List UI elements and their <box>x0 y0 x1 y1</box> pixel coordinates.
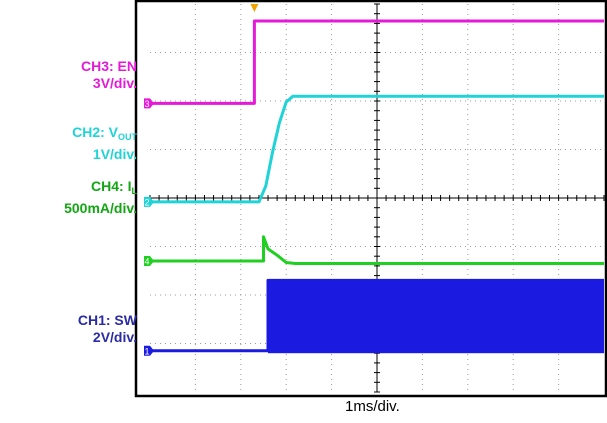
ch4-label-main: CH4: I <box>91 178 132 194</box>
plot-border <box>134 0 607 398</box>
ch2-label-subscript: OUT <box>118 132 137 142</box>
ch2-trace <box>150 94 604 204</box>
ch3-trace <box>150 19 604 105</box>
ch1-marker-number: 1 <box>144 346 149 356</box>
ch4-trace <box>150 235 604 265</box>
ch1-trace <box>150 278 604 353</box>
ch1-label: CH1: SW 2V/div. <box>78 312 137 346</box>
ch3-label-line2: 3V/div. <box>92 75 137 91</box>
ch4-marker-number: 4 <box>144 257 149 267</box>
ch3-marker <box>144 98 154 109</box>
ch2-label: CH2: VOUT 1V/div. <box>72 124 137 163</box>
ch1-label-line1: CH1: SW <box>77 312 137 328</box>
ch4-label-subscript: L <box>131 186 138 196</box>
ch2-label-main: CH2: V <box>72 124 118 140</box>
ch3-label: CH3: EN 3V/div. <box>81 58 137 92</box>
grid <box>149 3 605 393</box>
ch3-label-line1: CH3: EN <box>80 58 137 74</box>
ch1-marker <box>144 345 154 356</box>
ch1-label-line2: 2V/div. <box>92 329 137 345</box>
ch2-marker <box>144 196 154 207</box>
ch4-marker <box>144 256 154 267</box>
x-axis-label: 1ms/div. <box>345 398 400 415</box>
traces <box>150 19 604 354</box>
channel-markers: 3 2 4 1 <box>144 4 259 356</box>
ch3-marker-number: 3 <box>144 99 149 109</box>
ch1-switching-band <box>268 280 604 354</box>
ch4-label-scale: 500mA/div. <box>64 200 137 216</box>
ch4-label: CH4: IL 500mA/div. <box>64 178 137 217</box>
ch2-label-scale: 1V/div. <box>92 146 137 162</box>
ch2-marker-number: 2 <box>144 197 149 207</box>
trigger-marker <box>250 4 259 12</box>
